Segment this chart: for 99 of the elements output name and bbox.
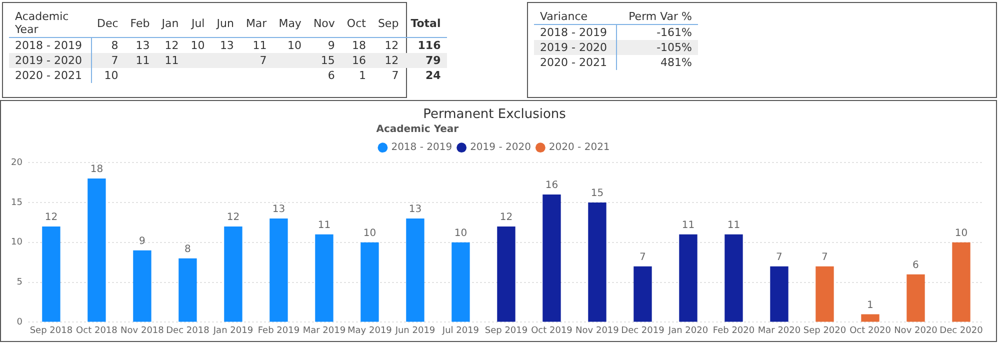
text: 12	[384, 39, 399, 52]
x-tick-label: Feb 2020	[712, 326, 755, 336]
text: 11	[136, 54, 150, 67]
text: 18	[352, 39, 366, 52]
category-label: Variance	[534, 9, 616, 24]
text: 12	[384, 54, 399, 67]
text: 1	[358, 69, 366, 82]
x-tick-label: Oct 2020	[850, 326, 892, 336]
data-label: 6	[912, 260, 919, 271]
category-label: May	[272, 9, 308, 38]
x-tick-label: Sep 2018	[30, 326, 73, 336]
text: 8	[111, 39, 118, 52]
category-label: Academic Year	[9, 9, 91, 38]
category-label: 2020 - 2021	[540, 56, 607, 69]
data-label: 18	[90, 164, 104, 176]
category-label: Feb	[124, 9, 156, 38]
data-label: 11	[682, 220, 695, 232]
category-label: Dec	[91, 9, 124, 38]
data-label: 15	[590, 188, 604, 200]
data-label: 11	[318, 220, 331, 232]
category-label: 2018 - 2019	[540, 26, 607, 39]
y-tick-label: 5	[16, 278, 22, 288]
text: 16	[352, 54, 366, 67]
data-label: 10	[954, 228, 968, 239]
text: 13	[136, 39, 150, 52]
legend-label: 2019 - 2020	[470, 142, 531, 154]
category-label: Mar	[240, 9, 273, 38]
data-label: 9	[139, 236, 146, 247]
data-label: 12	[500, 212, 513, 224]
data-label: 7	[776, 252, 782, 263]
category-label: Perm Var %	[616, 9, 698, 24]
category-label: Sep	[372, 9, 405, 38]
data-label: 16	[545, 180, 558, 192]
x-tick-label: Jan 2020	[667, 326, 708, 336]
text: 10	[190, 39, 205, 52]
y-tick-label: 15	[11, 198, 22, 208]
text: 11	[252, 39, 267, 52]
x-tick-label: Sep 2019	[484, 326, 528, 336]
category-label: Total	[404, 9, 447, 38]
text: 13	[220, 39, 234, 52]
text: 24	[425, 69, 441, 82]
data-label: 7	[640, 252, 646, 263]
x-tick-label: Nov 2019	[576, 326, 620, 336]
x-tick-label: May 2019	[348, 326, 392, 336]
data-label: 10	[363, 228, 376, 239]
legend-label: 2020 - 2021	[548, 142, 610, 154]
data-label: 13	[408, 204, 422, 216]
data-label: 12	[226, 212, 240, 224]
data-label: 1	[867, 300, 874, 311]
text: 9	[328, 39, 335, 52]
x-tick-label: Feb 2019	[258, 326, 300, 336]
category-label: Jun	[210, 9, 240, 38]
text: 7	[392, 69, 399, 82]
y-tick-label: 20	[11, 158, 23, 168]
x-tick-label: Nov 2018	[120, 326, 164, 336]
chart-title: Permanent Exclusions	[423, 107, 566, 122]
text: 481%	[660, 56, 692, 69]
x-tick-label: Sep 2020	[803, 326, 846, 336]
x-tick-label: Jun 2019	[394, 326, 436, 336]
text: -161%	[656, 26, 692, 39]
data-label: 12	[44, 212, 58, 224]
x-tick-label: Dec 2018	[166, 326, 210, 336]
y-tick-label: 10	[11, 238, 23, 248]
data-label: 8	[184, 244, 191, 255]
category-label: Oct	[340, 9, 372, 38]
text: 7	[111, 54, 118, 67]
text: 79	[425, 54, 441, 67]
x-tick-label: Nov 2020	[894, 326, 938, 336]
category-label: Jul	[184, 9, 211, 38]
text: 15	[320, 54, 335, 67]
x-tick-label: Mar 2020	[758, 326, 801, 336]
data-label: 10	[454, 228, 468, 239]
text: 116	[418, 39, 441, 52]
x-tick-label: Oct 2019	[531, 326, 573, 336]
text: 6	[328, 69, 335, 82]
x-tick-label: Jul 2019	[441, 326, 480, 336]
text: 10	[287, 39, 302, 52]
x-tick-label: Oct 2018	[76, 326, 118, 336]
category-label: 2018 - 2019	[15, 39, 82, 52]
text: 7	[260, 54, 267, 67]
legend-title: Academic Year	[376, 124, 459, 136]
x-tick-label: Jan 2019	[212, 326, 254, 336]
text: 12	[164, 39, 179, 52]
text: -105%	[656, 41, 692, 54]
data-label: 7	[822, 252, 828, 263]
x-tick-label: Mar 2019	[302, 326, 346, 336]
y-tick-label: 0	[16, 318, 23, 328]
x-tick-label: Dec 2020	[940, 326, 984, 336]
text: 10	[104, 69, 118, 82]
category-label: 2019 - 2020	[540, 41, 607, 54]
category-label: 2019 - 2020	[15, 54, 82, 67]
text: 11	[164, 54, 179, 67]
legend-label: 2018 - 2019	[391, 142, 452, 154]
category-label: Nov	[307, 9, 341, 38]
category-label: Jan	[156, 9, 185, 38]
x-tick-label: Dec 2019	[621, 326, 665, 336]
data-label: 11	[727, 220, 740, 232]
category-label: 2020 - 2021	[15, 69, 82, 82]
data-label: 13	[272, 204, 286, 216]
